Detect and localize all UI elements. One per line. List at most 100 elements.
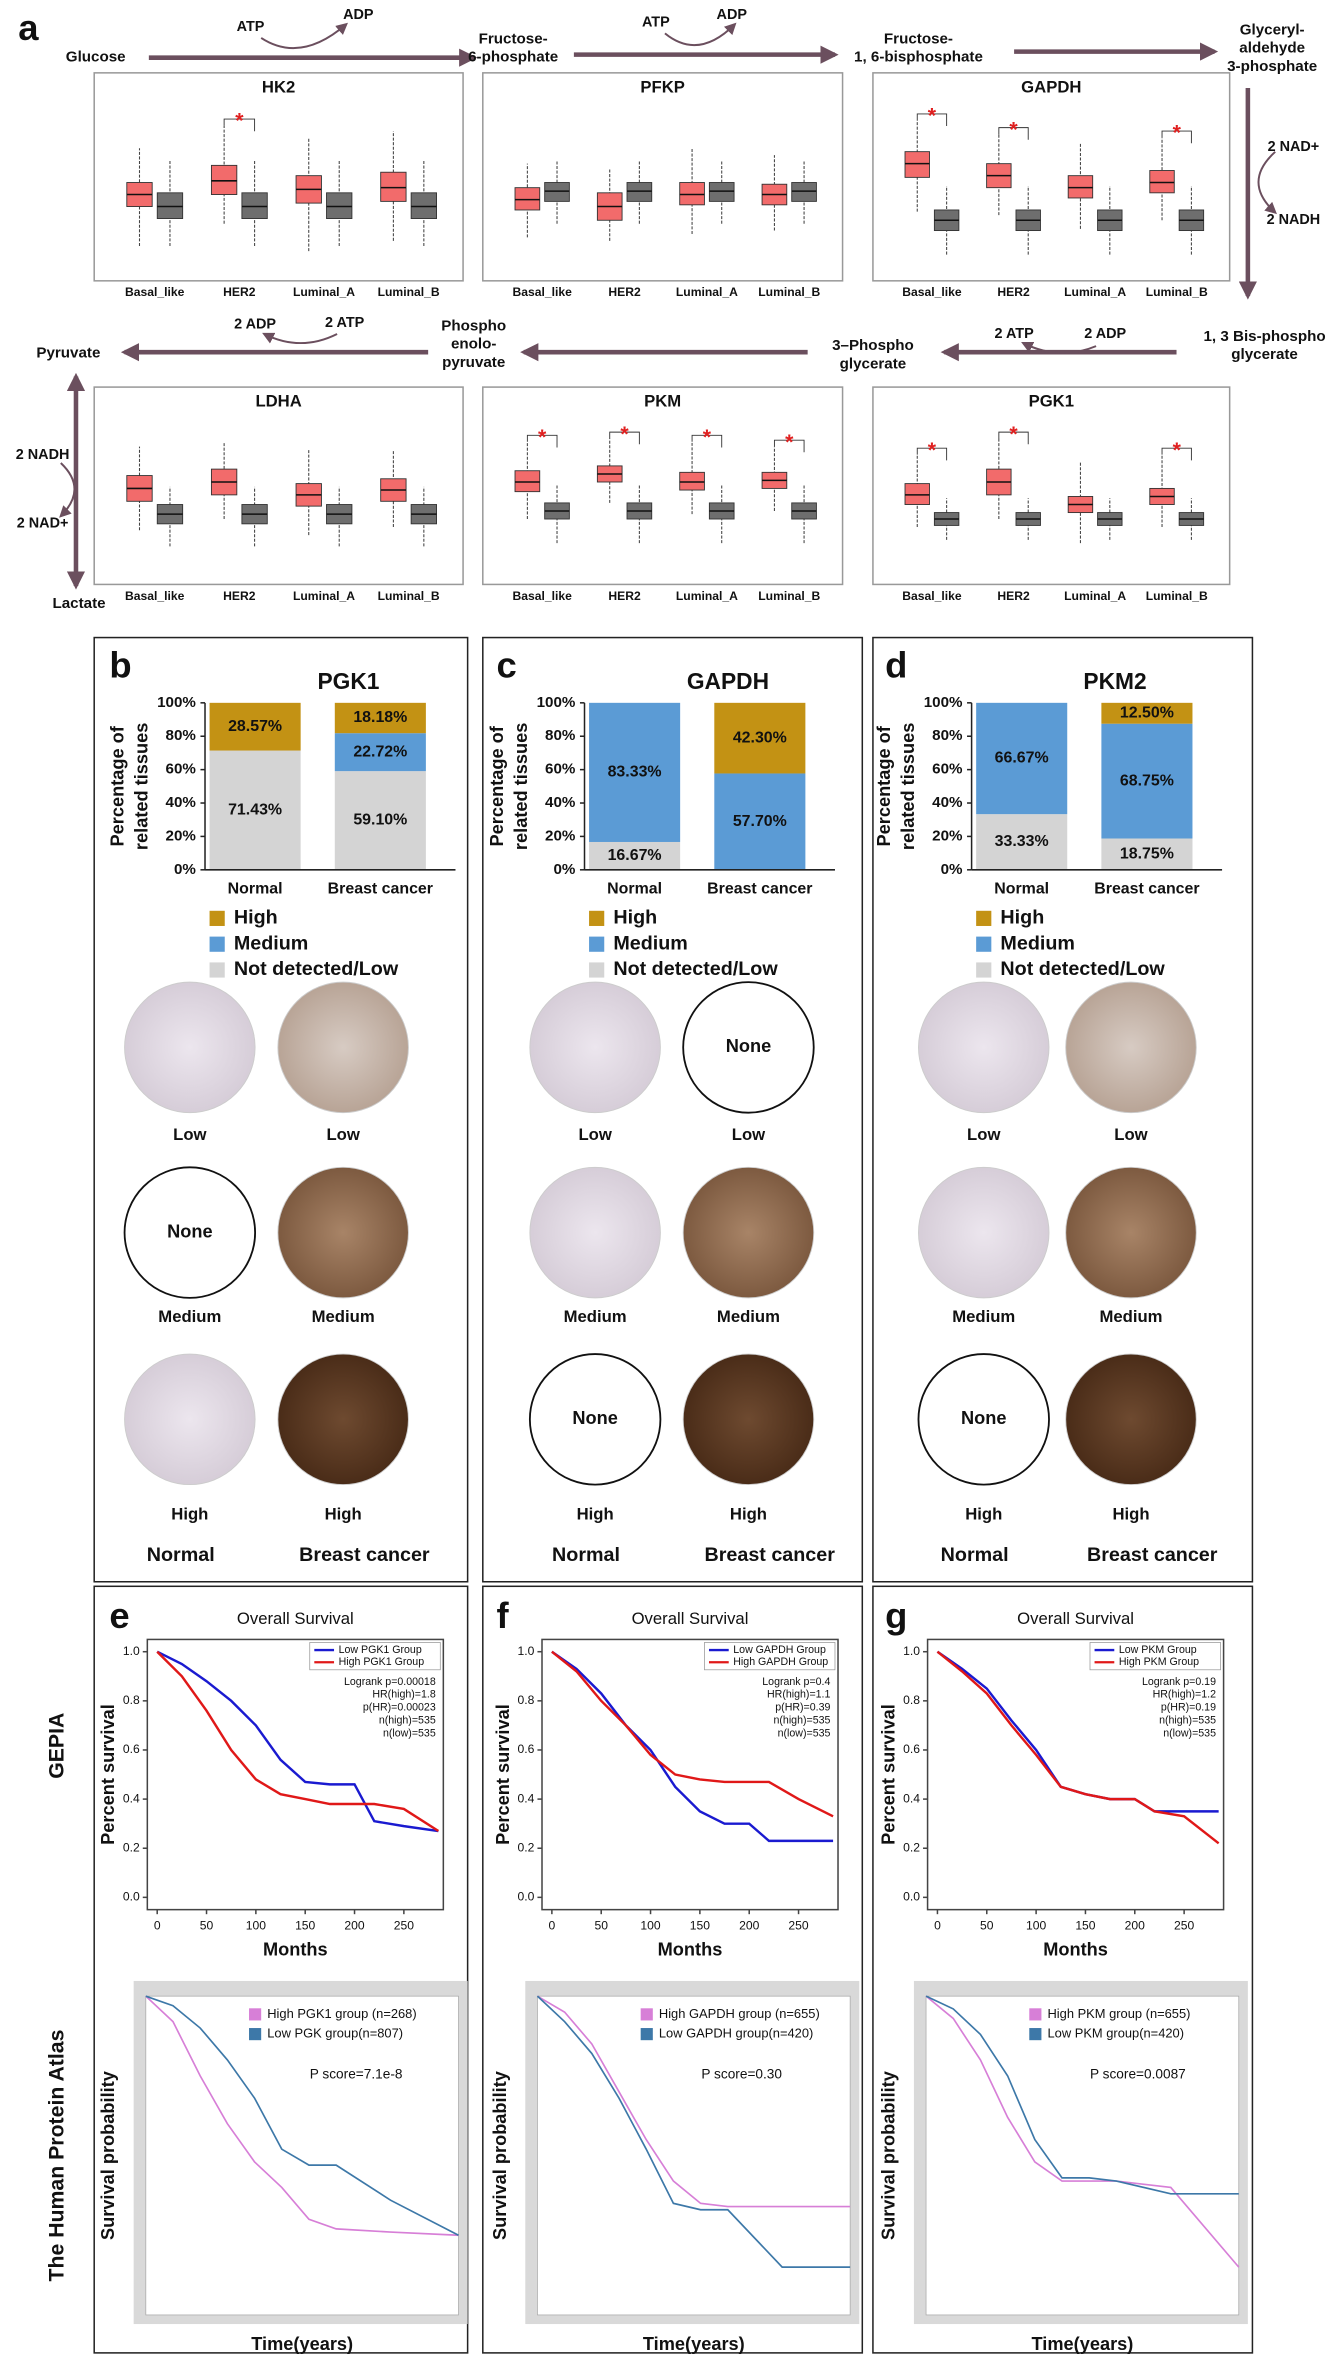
annotation: n(high)=535 bbox=[1159, 1714, 1216, 1726]
legend-label: High PKM Group bbox=[1119, 1656, 1199, 1668]
x-axis-label: Months bbox=[658, 1939, 723, 1959]
y-axis-label: Percentage of bbox=[107, 725, 127, 846]
y-axis-label: Percent survival bbox=[878, 1704, 898, 1845]
value-label: 33.33% bbox=[995, 833, 1049, 850]
bar-segment bbox=[714, 702, 806, 774]
y-tick-label: 100% bbox=[537, 694, 576, 711]
x-tick-label: 0 bbox=[934, 1919, 941, 1933]
legend-swatch bbox=[640, 2008, 653, 2021]
legend-label: Low PGK1 Group bbox=[339, 1644, 422, 1656]
survival-curve bbox=[156, 1650, 439, 1833]
y-tick-label: 0.2 bbox=[123, 1840, 140, 1854]
bar-segment bbox=[1101, 702, 1193, 724]
y-axis-label: Percentage of bbox=[487, 725, 507, 846]
annotation: n(low)=535 bbox=[778, 1727, 831, 1739]
annotation: HR(high)=1.8 bbox=[372, 1689, 435, 1701]
y-tick-label: 0.0 bbox=[123, 1890, 140, 1904]
legend-box bbox=[704, 1642, 836, 1671]
tissue-level-label: Low bbox=[1114, 1125, 1148, 1144]
legend-swatch bbox=[589, 962, 605, 978]
value-label: 68.75% bbox=[1120, 772, 1174, 789]
x-tick-label: Luminal_B bbox=[758, 285, 820, 299]
x-tick-label: Luminal_B bbox=[1146, 285, 1208, 299]
row-label: GEPIA bbox=[44, 1713, 68, 1779]
y-tick-label: 60% bbox=[932, 761, 963, 778]
y-tick-label: 40% bbox=[166, 794, 197, 811]
significance-marker: * bbox=[620, 422, 629, 446]
x-tick-label: 50 bbox=[200, 1919, 214, 1933]
box bbox=[380, 171, 407, 202]
tissue-level-label: High bbox=[1112, 1504, 1149, 1523]
annotation: p(HR)=0.00023 bbox=[363, 1702, 436, 1714]
cofactor-label: 2 NAD+ bbox=[17, 516, 69, 532]
y-axis-label: Survival probability bbox=[878, 2070, 898, 2240]
y-tick-label: 0% bbox=[553, 861, 575, 878]
legend-box bbox=[309, 1642, 441, 1671]
tissue-level-label: Medium bbox=[312, 1307, 375, 1326]
x-axis-label: Time(years) bbox=[251, 2334, 353, 2354]
x-tick-label: 0 bbox=[154, 1919, 161, 1933]
panel-frames bbox=[93, 636, 1254, 2354]
x-tick-label: Luminal_A bbox=[676, 589, 738, 603]
significance-bracket bbox=[223, 118, 256, 132]
y-tick-label: 0.8 bbox=[903, 1693, 920, 1707]
tissue-empty bbox=[917, 1353, 1050, 1486]
x-tick-label: Basal_like bbox=[902, 589, 962, 603]
bar-segment bbox=[589, 841, 681, 870]
pathway-node: aldehyde bbox=[1239, 40, 1305, 57]
pathway-node: glycerate bbox=[1231, 346, 1298, 363]
survival-curve bbox=[536, 1995, 851, 2268]
x-tick-label: Luminal_B bbox=[378, 589, 440, 603]
annotation: n(low)=535 bbox=[1163, 1727, 1216, 1739]
chart-title: PGK1 bbox=[317, 668, 379, 694]
value-label: 18.75% bbox=[1120, 845, 1174, 862]
x-tick-label: Normal bbox=[607, 881, 662, 898]
y-tick-label: 0.4 bbox=[518, 1791, 535, 1805]
y-tick-label: 20% bbox=[932, 827, 963, 844]
legend-swatch bbox=[209, 910, 225, 926]
box bbox=[679, 471, 705, 491]
tissue-core bbox=[1065, 1166, 1197, 1299]
survival-curve bbox=[925, 1995, 1239, 2195]
pathway-node: Glyceryl- bbox=[1240, 21, 1305, 38]
chart-title: Overall Survival bbox=[632, 1609, 749, 1628]
tissue-core bbox=[277, 1353, 409, 1486]
y-tick-label: 100% bbox=[157, 694, 196, 711]
legend-label: High bbox=[613, 907, 657, 929]
chart-title: Overall Survival bbox=[237, 1609, 354, 1628]
pathway-node: Fructose- bbox=[884, 30, 953, 47]
y-tick-label: 20% bbox=[545, 827, 576, 844]
legend-swatch bbox=[1029, 2008, 1042, 2021]
box bbox=[156, 192, 184, 220]
legend-swatch bbox=[209, 962, 225, 978]
x-tick-label: HER2 bbox=[223, 285, 256, 299]
plot-frame bbox=[872, 386, 1231, 586]
x-tick-label: 100 bbox=[1026, 1919, 1046, 1933]
box bbox=[679, 182, 705, 206]
x-tick-label: 250 bbox=[788, 1919, 808, 1933]
y-tick-label: 0.0 bbox=[518, 1890, 535, 1904]
legend-label: High PGK1 Group bbox=[339, 1656, 425, 1668]
box bbox=[241, 192, 268, 220]
chart-title: PKM2 bbox=[1083, 668, 1146, 694]
chart-title: GAPDH bbox=[687, 668, 769, 694]
pathway-node: pyruvate bbox=[442, 354, 505, 371]
value-label: 59.10% bbox=[353, 812, 407, 829]
y-tick-label: 1.0 bbox=[903, 1644, 920, 1658]
panel-label: a bbox=[18, 7, 39, 48]
significance-marker: * bbox=[235, 109, 244, 133]
survival-curve bbox=[145, 1995, 459, 2236]
x-tick-label: Breast cancer bbox=[328, 881, 433, 898]
x-tick-label: Luminal_B bbox=[378, 285, 440, 299]
y-tick-label: 0% bbox=[941, 861, 963, 878]
plot-frame bbox=[925, 1995, 1240, 2316]
box bbox=[514, 187, 541, 211]
tissue-level-label: High bbox=[965, 1504, 1002, 1523]
legend-label: High GAPDH Group bbox=[733, 1656, 828, 1668]
box bbox=[708, 182, 735, 202]
y-tick-label: 0% bbox=[174, 861, 196, 878]
y-axis-label: Percentage of bbox=[874, 725, 894, 846]
panel-label: g bbox=[885, 1595, 907, 1636]
bar-segment bbox=[589, 702, 681, 842]
